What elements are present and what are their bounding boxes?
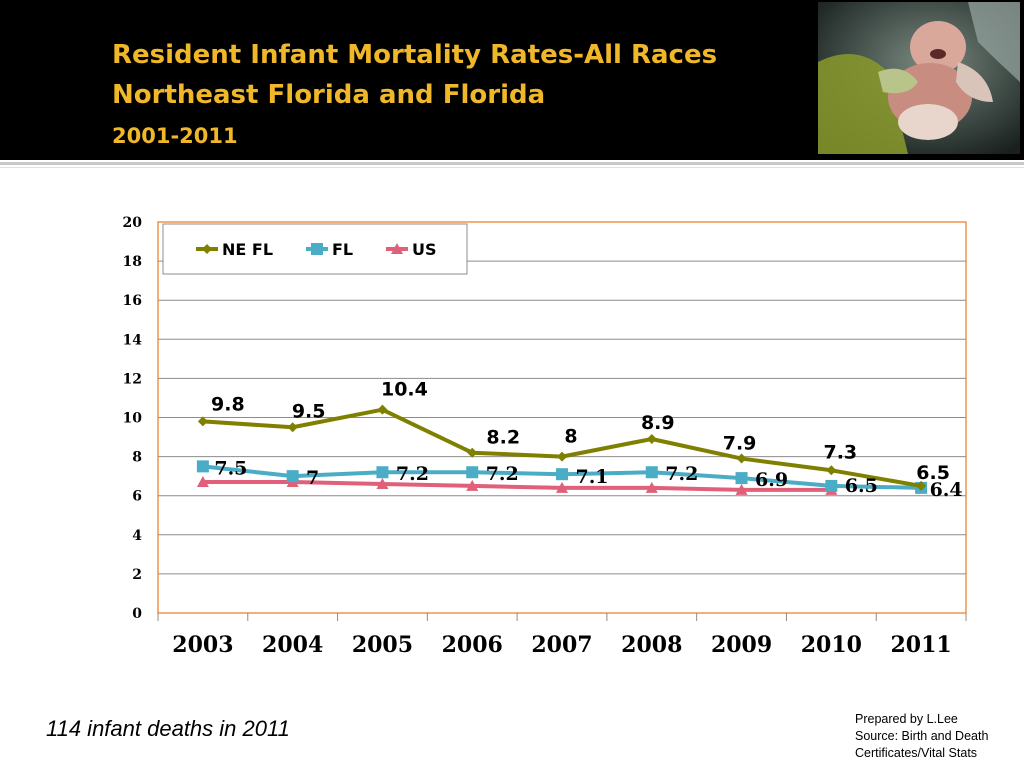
data-label-ne-fl-2003: 9.8	[211, 393, 245, 415]
x-tick-label-2004: 2004	[262, 632, 323, 658]
y-tick-label: 8	[132, 450, 142, 466]
y-tick-label: 0	[132, 606, 142, 622]
x-tick-label-2011: 2011	[890, 632, 951, 658]
point-fl-2010	[825, 479, 838, 492]
legend-marker-fl	[311, 243, 323, 255]
x-tick-label-2003: 2003	[172, 632, 233, 658]
point-fl-2003	[196, 460, 209, 473]
data-label-ne-fl-2007: 8	[564, 426, 577, 448]
point-us-2007	[556, 481, 568, 493]
point-fl-2004	[286, 470, 299, 483]
data-label-ne-fl-2008: 8.9	[641, 412, 675, 434]
footnote: 114 infant deaths in 2011	[46, 716, 290, 741]
point-fl-2007	[556, 468, 568, 481]
point-ne-fl-2009	[736, 453, 747, 464]
point-us-2005	[376, 477, 389, 489]
data-label-fl-2007: 7.1	[575, 466, 608, 488]
point-ne-fl-2008	[646, 434, 657, 445]
y-tick-label: 18	[123, 254, 142, 270]
x-tick-label-2008: 2008	[621, 632, 682, 658]
page-title-years: 2001-2011	[112, 124, 238, 148]
point-fl-2008	[645, 466, 658, 479]
data-label-fl-2008: 7.2	[665, 463, 698, 485]
point-ne-fl-2011	[916, 480, 927, 491]
legend-label-fl: FL	[332, 240, 353, 259]
legend-label-us: US	[412, 240, 437, 259]
credit-source: Source: Birth and Death	[855, 729, 989, 743]
legend-marker-ne-fl	[202, 244, 212, 254]
point-us-2009	[735, 483, 748, 495]
point-fl-2006	[466, 466, 479, 479]
data-label-ne-fl-2004: 9.5	[292, 400, 326, 422]
y-tick-label: 12	[123, 371, 142, 387]
y-tick-label: 20	[123, 215, 143, 231]
point-ne-fl-2010	[826, 465, 837, 476]
point-us-2008	[645, 481, 658, 493]
legend-label-ne-fl: NE FL	[222, 240, 273, 259]
y-tick-label: 14	[123, 332, 143, 348]
data-label-ne-fl-2009: 7.9	[723, 433, 757, 455]
point-us-2006	[466, 479, 479, 491]
plot-area-border	[157, 221, 967, 614]
header-divider	[0, 162, 1024, 165]
x-tick-label-2006: 2006	[442, 632, 503, 658]
credit-source-detail: Certificates/Vital Stats	[855, 746, 978, 760]
data-label-ne-fl-2006: 8.2	[486, 427, 520, 449]
y-tick-label: 2	[132, 567, 142, 583]
x-tick-label-2005: 2005	[352, 632, 413, 658]
x-tick-label-2010: 2010	[801, 632, 862, 658]
point-ne-fl-2005	[377, 404, 388, 415]
x-tick-label-2007: 2007	[531, 632, 592, 658]
point-ne-fl-2004	[287, 422, 298, 433]
point-ne-fl-2006	[467, 447, 478, 458]
y-tick-label: 4	[132, 528, 142, 544]
data-label-fl-2011: 6.4	[930, 479, 963, 501]
data-label-fl-2003: 7.5	[214, 457, 247, 479]
x-tick-label-2009: 2009	[711, 632, 772, 658]
y-tick-label: 10	[123, 411, 143, 427]
legend-marker-us	[391, 243, 403, 254]
newborn-photo	[818, 2, 1020, 154]
point-fl-2009	[735, 472, 748, 485]
data-label-fl-2005: 7.2	[396, 463, 429, 485]
page-title-line-2: Northeast Florida and Florida	[112, 80, 546, 110]
point-fl-2005	[376, 466, 389, 479]
y-tick-label: 6	[132, 489, 142, 505]
page-title-line-1: Resident Infant Mortality Rates-All Race…	[112, 40, 718, 70]
point-ne-fl-2003	[197, 416, 208, 427]
header-divider-thin	[0, 167, 1024, 168]
data-label-ne-fl-2010: 7.3	[823, 441, 857, 463]
data-label-ne-fl-2005: 10.4	[381, 379, 428, 401]
data-label-fl-2006: 7.2	[486, 463, 519, 485]
point-ne-fl-2007	[557, 451, 567, 462]
data-label-fl-2010: 6.5	[845, 475, 878, 497]
data-label-fl-2004: 7	[306, 467, 319, 489]
data-label-fl-2009: 6.9	[755, 469, 788, 491]
y-tick-label: 16	[123, 293, 142, 309]
credit-prepared-by: Prepared by L.Lee	[855, 712, 958, 726]
point-us-2003	[196, 476, 209, 488]
data-label-ne-fl-2011: 6.5	[916, 462, 950, 484]
series-line-us	[202, 480, 832, 492]
